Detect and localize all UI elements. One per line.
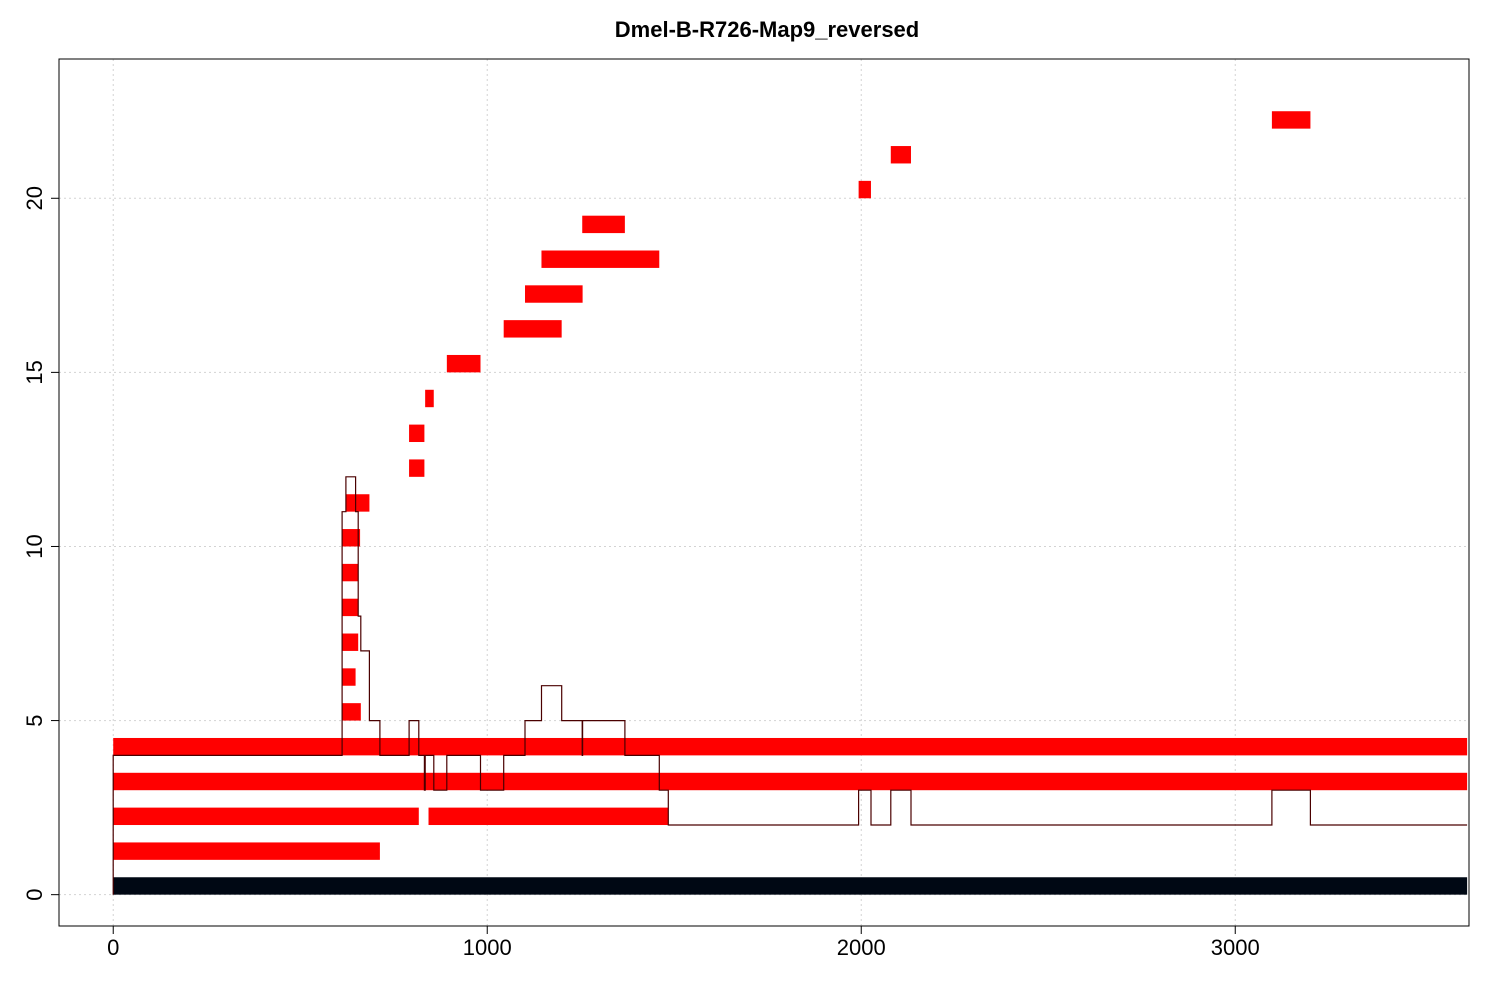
reference-bar-group bbox=[113, 877, 1468, 895]
segment-bar-8 bbox=[342, 598, 359, 617]
segments bbox=[113, 111, 1468, 860]
segment-bar-13 bbox=[409, 424, 425, 443]
x-tick-label: 0 bbox=[107, 935, 119, 960]
chart-title: Dmel-B-R726-Map9_reversed bbox=[615, 17, 919, 42]
segment-bar-16 bbox=[503, 320, 562, 338]
segment-bar-15 bbox=[446, 354, 481, 373]
segment-bar-19 bbox=[582, 215, 625, 234]
plot-frame bbox=[58, 58, 1470, 927]
x-tick-label: 3000 bbox=[1211, 935, 1260, 960]
y-tick-label: 15 bbox=[22, 360, 47, 384]
segment-bar-0 bbox=[113, 842, 380, 860]
segment-bar-12 bbox=[409, 459, 425, 477]
x-tick-label: 1000 bbox=[463, 935, 512, 960]
segment-bar-20 bbox=[858, 180, 871, 199]
y-tick-label: 10 bbox=[22, 534, 47, 558]
coverage-line-group bbox=[112, 476, 1468, 895]
segment-bar-17 bbox=[525, 285, 583, 303]
segment-bar-14 bbox=[425, 389, 434, 408]
segment-bar-21 bbox=[890, 146, 911, 164]
segment-bar-11 bbox=[345, 494, 370, 512]
y-tick-label: 20 bbox=[22, 186, 47, 210]
segment-bar-6 bbox=[342, 668, 356, 686]
y-tick-label: 0 bbox=[22, 889, 47, 901]
segment-bar-18 bbox=[541, 250, 660, 268]
segment-bar-3 bbox=[113, 772, 1468, 791]
segment-bar-1 bbox=[113, 807, 419, 826]
x-tick-label: 2000 bbox=[837, 935, 886, 960]
y-tick-label: 5 bbox=[22, 714, 47, 726]
segment-bar-4 bbox=[113, 737, 1468, 756]
segment-bar-22 bbox=[1271, 111, 1311, 129]
segment-bar-7 bbox=[342, 633, 359, 651]
y-axis: 0 5 10 15 20 bbox=[22, 186, 59, 901]
segment-bar-5 bbox=[342, 703, 361, 721]
segment-bar-2 bbox=[428, 807, 669, 826]
coverage-line bbox=[112, 476, 1468, 895]
reference-bar bbox=[113, 877, 1468, 895]
segment-bar-9 bbox=[342, 563, 359, 582]
x-axis: 0 1000 2000 3000 bbox=[107, 926, 1260, 960]
segment-bar-10 bbox=[342, 529, 361, 547]
grid bbox=[59, 59, 1469, 926]
